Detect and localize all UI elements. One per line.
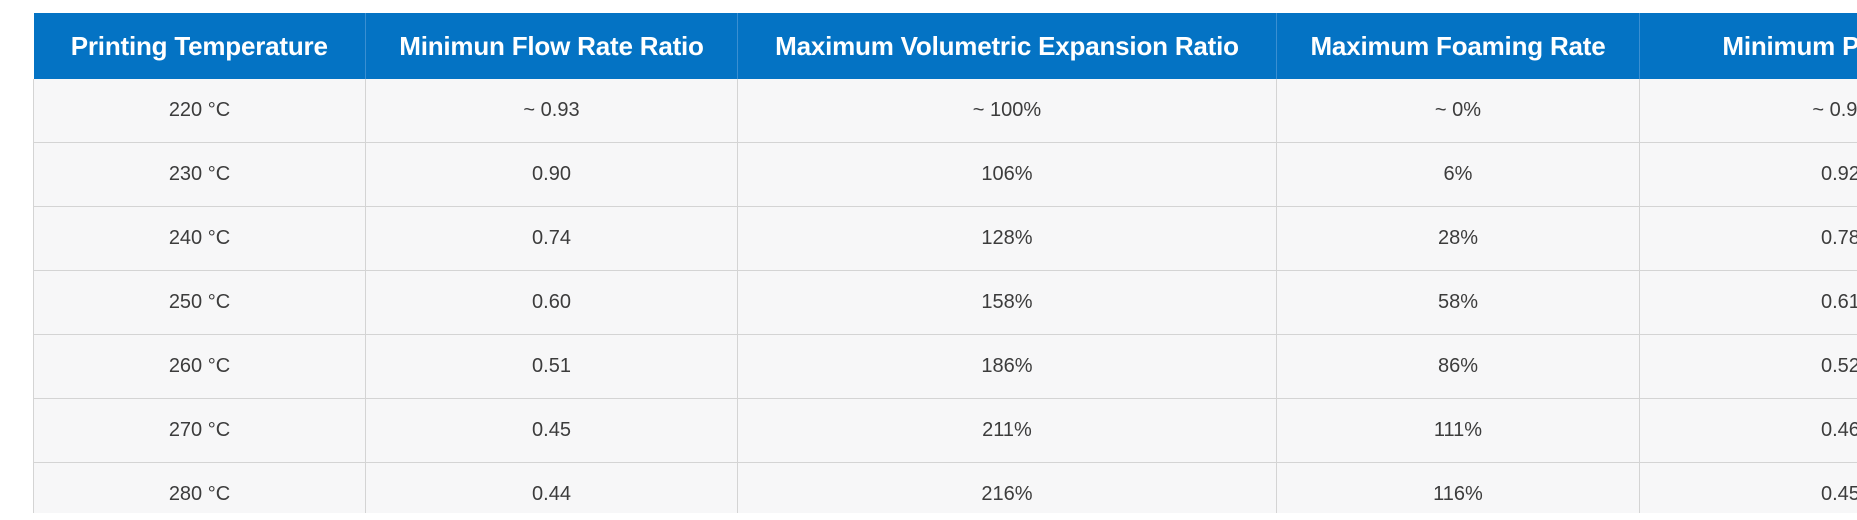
cell-volumetric-expansion-ratio: 186% [737,334,1277,399]
header-printing-temperature: Printing Temperature [33,13,366,79]
header-maximum-volumetric-expansion-ratio: Maximum Volumetric Expansion Ratio [737,13,1277,79]
cell-prints-density: 0.78 g/cm³ [1639,206,1857,271]
cell-flow-rate-ratio: 0.44 [365,462,738,513]
cell-printing-temperature: 270 °C [33,398,366,463]
cell-prints-density: 0.46 g/cm³ [1639,398,1857,463]
cell-foaming-rate: 86% [1276,334,1640,399]
table-row: 280 °C 0.44 216% 116% 0.45 g/cm³ [33,462,1857,513]
header-minimum-prints-density: Minimum Prints Density [1639,13,1857,79]
cell-flow-rate-ratio: 0.60 [365,270,738,335]
table-row: 230 °C 0.90 106% 6% 0.92 g/cm³ [33,142,1857,207]
cell-printing-temperature: 230 °C [33,142,366,207]
cell-foaming-rate: 28% [1276,206,1640,271]
header-maximum-foaming-rate: Maximum Foaming Rate [1276,13,1640,79]
cell-printing-temperature: 280 °C [33,462,366,513]
table-header-row: Printing Temperature Minimun Flow Rate R… [33,13,1857,79]
header-minimum-flow-rate-ratio: Minimun Flow Rate Ratio [365,13,738,79]
cell-printing-temperature: 250 °C [33,270,366,335]
table-row: 240 °C 0.74 128% 28% 0.78 g/cm³ [33,206,1857,271]
cell-prints-density: 0.52 g/cm³ [1639,334,1857,399]
cell-prints-density: ~ 0.97 g/cm³ [1639,79,1857,143]
cell-flow-rate-ratio: 0.51 [365,334,738,399]
table-row: 220 °C ~ 0.93 ~ 100% ~ 0% ~ 0.97 g/cm³ [33,79,1857,143]
cell-volumetric-expansion-ratio: ~ 100% [737,79,1277,143]
printing-temperature-table: Printing Temperature Minimun Flow Rate R… [33,13,1857,513]
cell-volumetric-expansion-ratio: 216% [737,462,1277,513]
cell-volumetric-expansion-ratio: 106% [737,142,1277,207]
cell-prints-density: 0.92 g/cm³ [1639,142,1857,207]
cell-foaming-rate: 58% [1276,270,1640,335]
table-row: 250 °C 0.60 158% 58% 0.61 g/cm³ [33,270,1857,335]
cell-flow-rate-ratio: 0.45 [365,398,738,463]
cell-volumetric-expansion-ratio: 128% [737,206,1277,271]
cell-printing-temperature: 260 °C [33,334,366,399]
cell-prints-density: 0.61 g/cm³ [1639,270,1857,335]
cell-foaming-rate: 6% [1276,142,1640,207]
cell-foaming-rate: 116% [1276,462,1640,513]
cell-foaming-rate: ~ 0% [1276,79,1640,143]
cell-printing-temperature: 220 °C [33,79,366,143]
cell-volumetric-expansion-ratio: 158% [737,270,1277,335]
cell-foaming-rate: 111% [1276,398,1640,463]
table-row: 260 °C 0.51 186% 86% 0.52 g/cm³ [33,334,1857,399]
table-row: 270 °C 0.45 211% 111% 0.46 g/cm³ [33,398,1857,463]
cell-volumetric-expansion-ratio: 211% [737,398,1277,463]
cell-flow-rate-ratio: 0.90 [365,142,738,207]
cell-flow-rate-ratio: ~ 0.93 [365,79,738,143]
cell-printing-temperature: 240 °C [33,206,366,271]
cell-prints-density: 0.45 g/cm³ [1639,462,1857,513]
cell-flow-rate-ratio: 0.74 [365,206,738,271]
table-scroll-container[interactable]: Printing Temperature Minimun Flow Rate R… [33,13,1857,513]
